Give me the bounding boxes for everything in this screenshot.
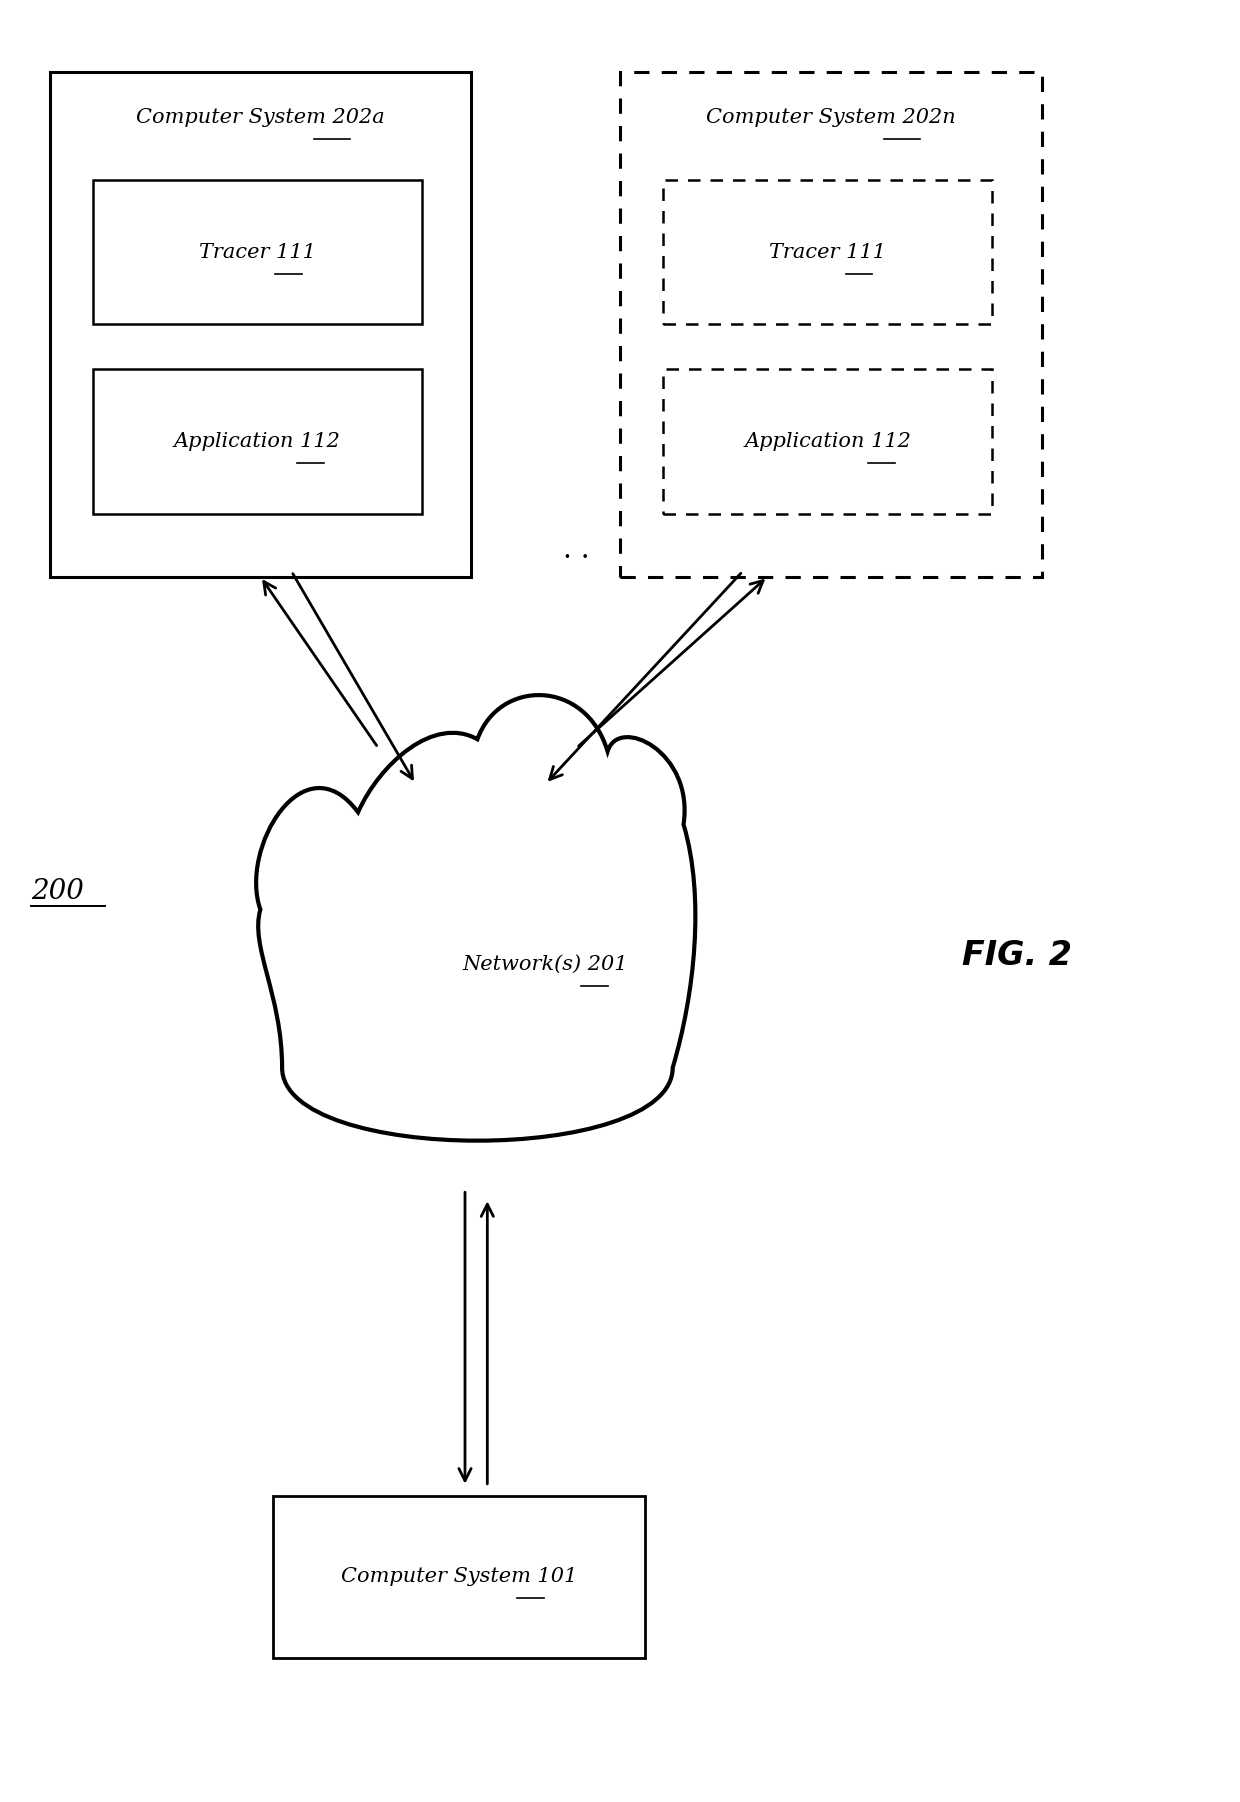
Bar — [93, 180, 422, 324]
Bar — [663, 369, 992, 514]
Text: Tracer 111: Tracer 111 — [769, 243, 887, 261]
Bar — [93, 369, 422, 514]
Text: · ·: · · — [563, 546, 590, 571]
PathPatch shape — [257, 696, 696, 1141]
Text: Computer System 202a: Computer System 202a — [136, 108, 384, 126]
Text: Tracer 111: Tracer 111 — [198, 243, 316, 261]
Bar — [620, 72, 1042, 577]
Text: Application 112: Application 112 — [174, 432, 341, 450]
Text: Application 112: Application 112 — [744, 432, 911, 450]
Text: Computer System 202n: Computer System 202n — [706, 108, 956, 126]
Text: Network(s) 201: Network(s) 201 — [463, 955, 629, 973]
Text: 200: 200 — [31, 879, 84, 905]
Text: Computer System 101: Computer System 101 — [341, 1568, 577, 1586]
Bar — [273, 1496, 645, 1658]
Bar — [663, 180, 992, 324]
Bar — [50, 72, 471, 577]
Text: FIG. 2: FIG. 2 — [962, 939, 1071, 971]
